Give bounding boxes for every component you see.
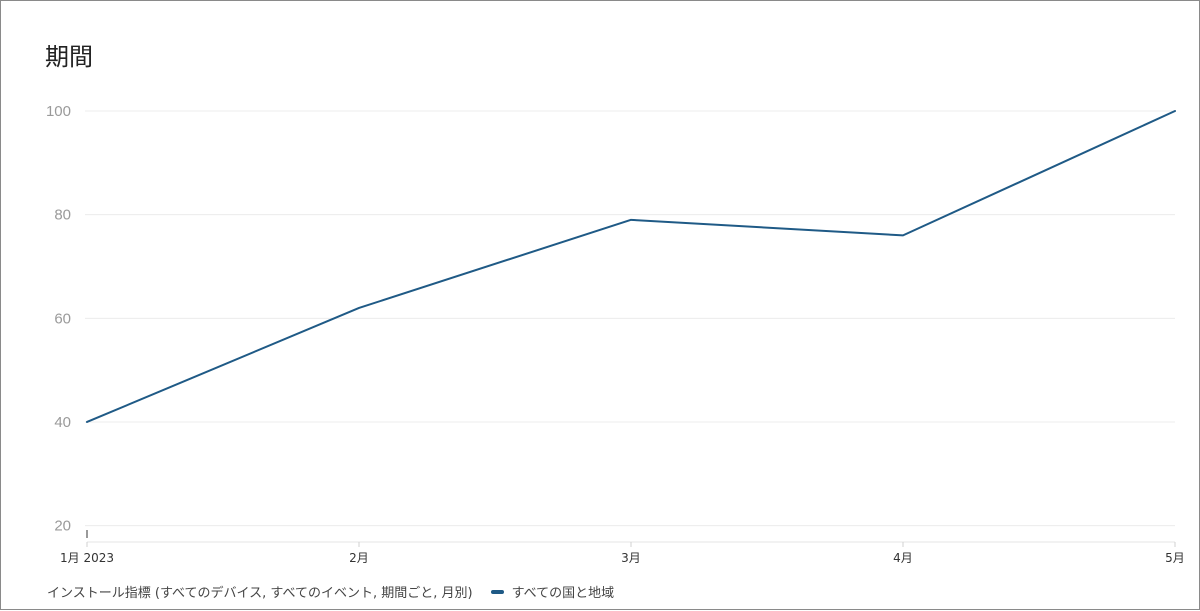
series-line-0: [87, 111, 1175, 422]
y-tick-label-100: 100: [46, 103, 71, 120]
x-tick-label-4: 5月: [1165, 551, 1185, 565]
y-tick-label-20: 20: [54, 518, 71, 535]
legend-metric-label: インストール指標 (すべてのデバイス, すべてのイベント, 期間ごと, 月別): [47, 582, 473, 601]
y-tick-label-40: 40: [54, 414, 71, 431]
x-tick-label-3: 4月: [893, 551, 913, 565]
legend-series-swatch: [491, 590, 504, 594]
y-tick-label-80: 80: [54, 207, 71, 224]
x-tick-label-0: 1月 2023: [60, 551, 114, 565]
legend: インストール指標 (すべてのデバイス, すべてのイベント, 期間ごと, 月別) …: [47, 582, 614, 601]
legend-series-label[interactable]: すべての国と地域: [512, 582, 615, 601]
y-tick-label-60: 60: [54, 310, 71, 327]
x-tick-label-2: 3月: [621, 551, 641, 565]
x-axis-origin-marker: [86, 530, 88, 538]
x-tick-label-1: 2月: [349, 551, 369, 565]
